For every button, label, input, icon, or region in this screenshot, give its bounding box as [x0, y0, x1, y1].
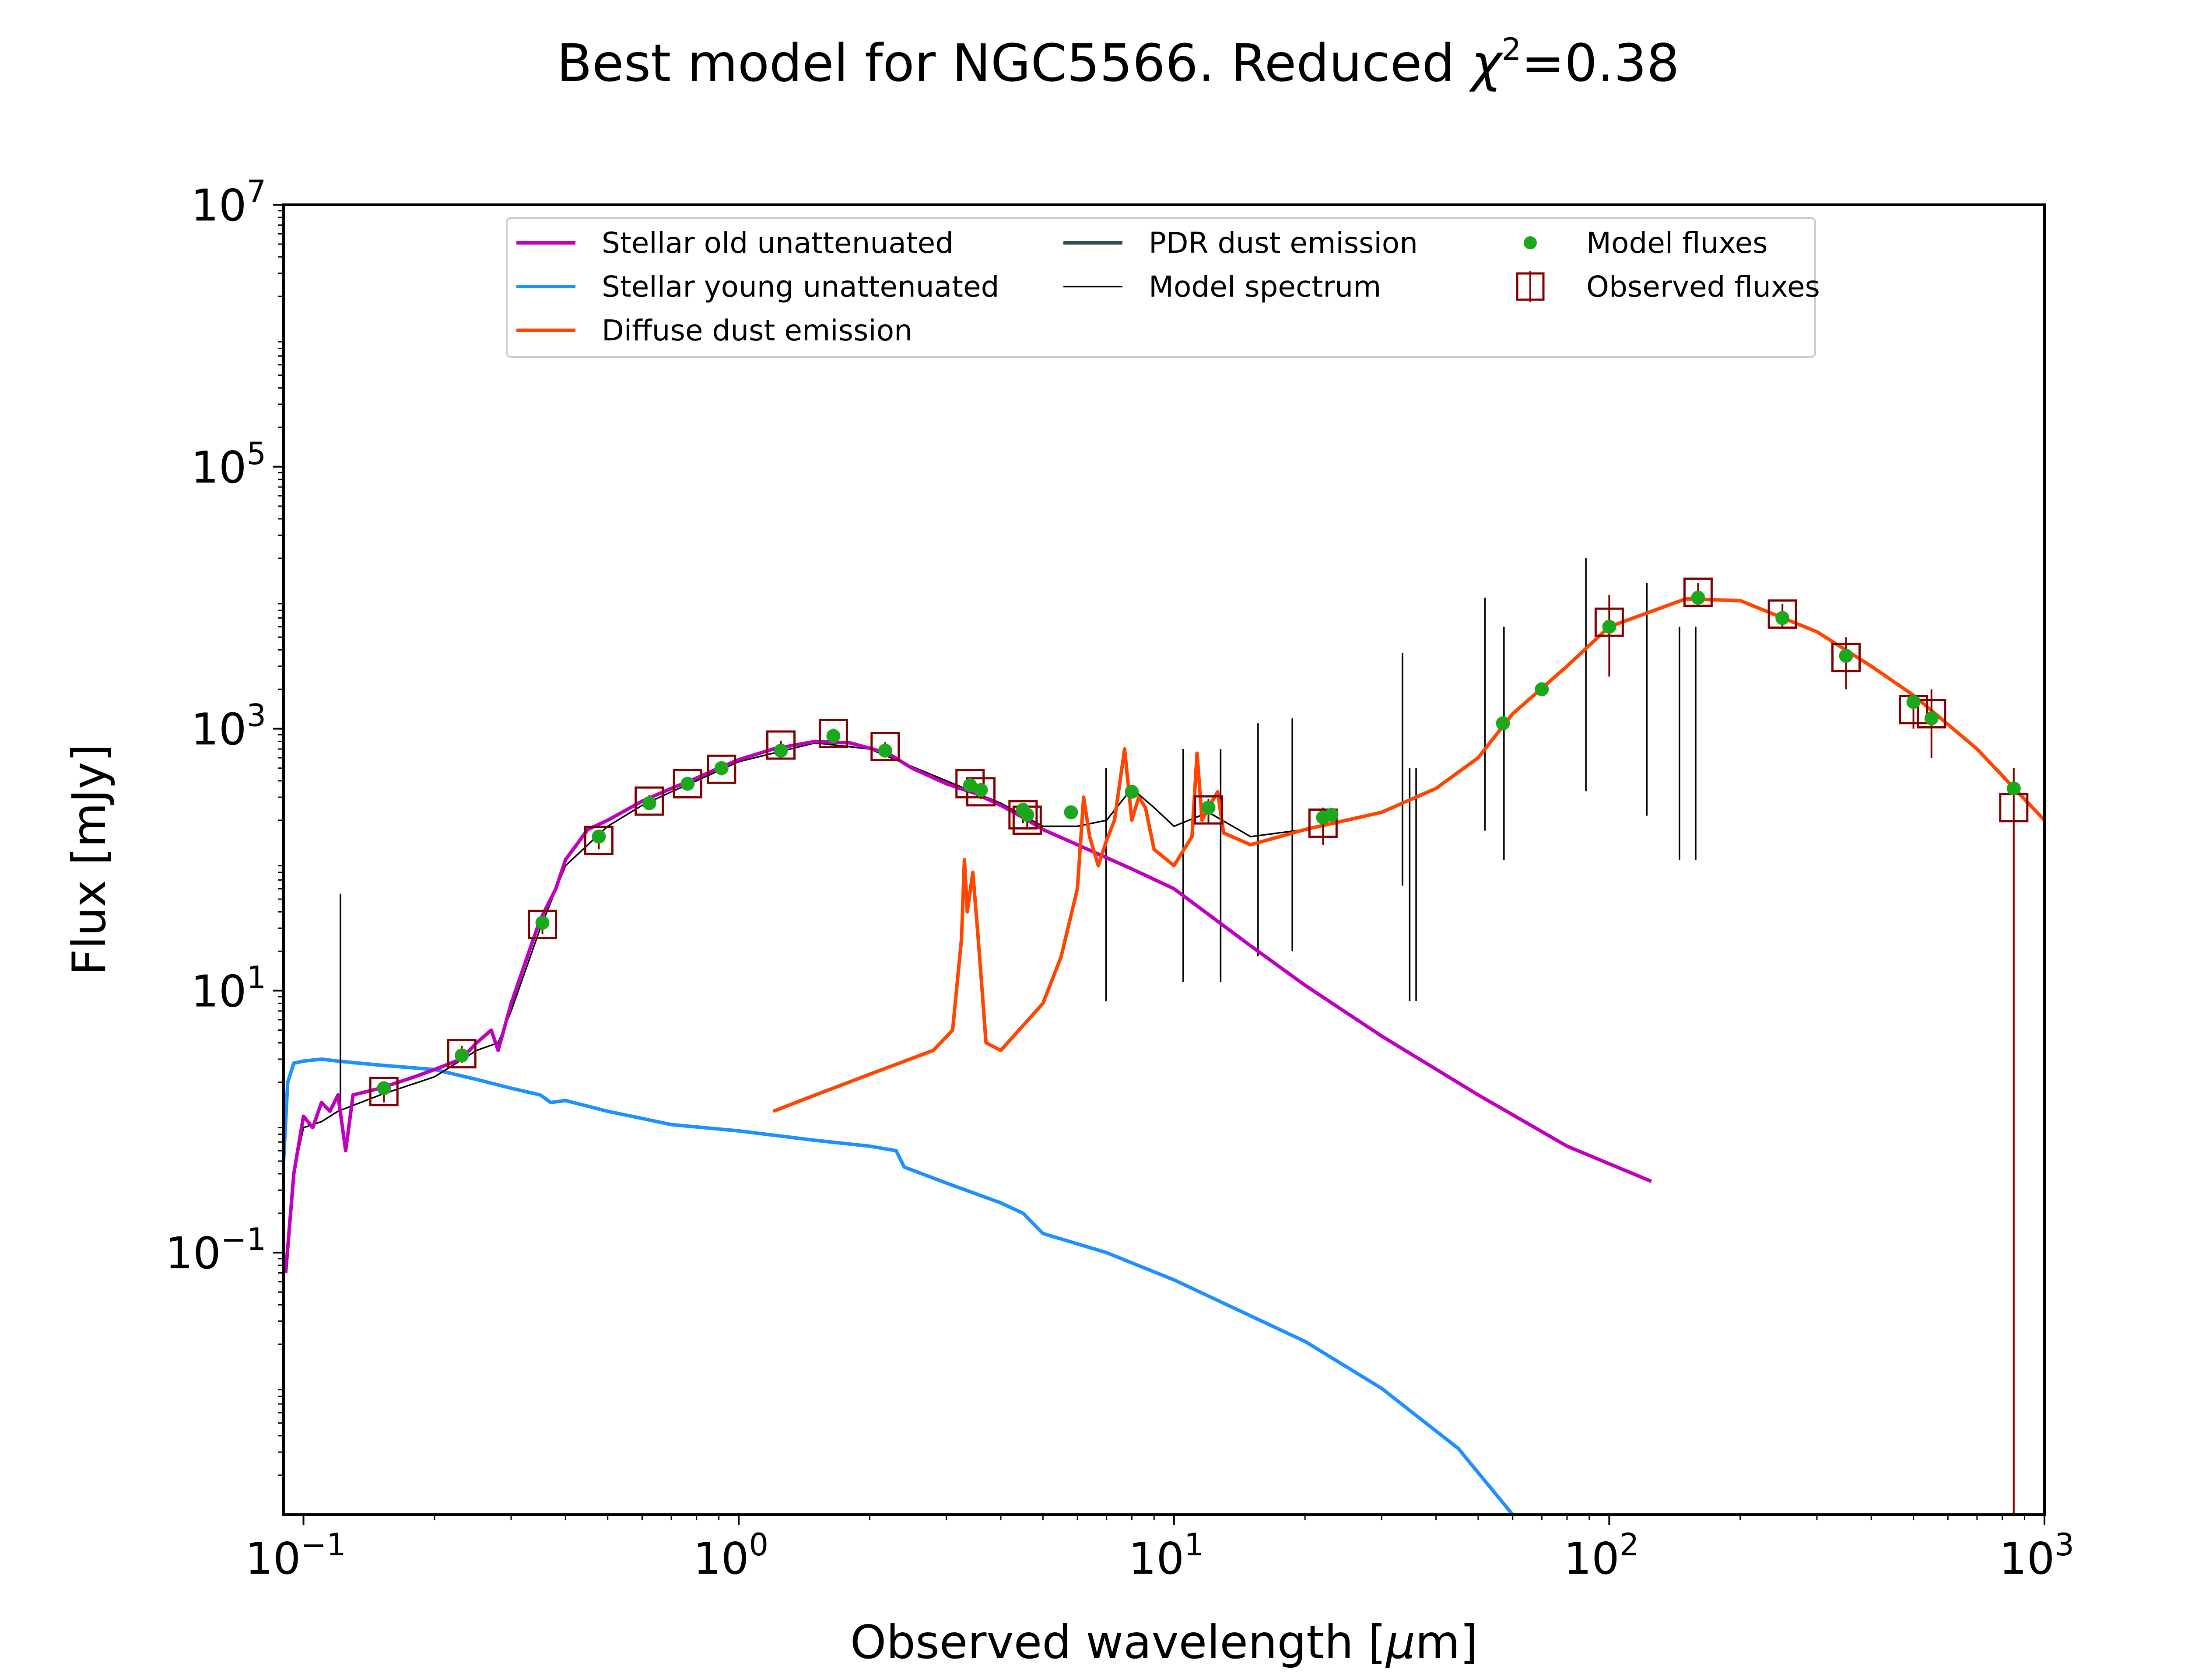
legend-label-pdr-dust-emission: PDR dust emission — [1149, 226, 1418, 260]
model-flux-point — [377, 1081, 391, 1096]
x-tick-label: 103 — [1999, 1527, 2074, 1584]
observed-flux-marker — [584, 826, 614, 855]
legend-label-model-fluxes: Model fluxes — [1586, 226, 1768, 260]
model-flux-point — [1775, 611, 1790, 625]
model-flux-point — [974, 783, 988, 797]
observed-flux-marker — [1917, 699, 1946, 728]
observed-flux-marker — [1308, 808, 1338, 838]
observed-flux-marker — [870, 732, 900, 762]
observed-flux-marker — [1594, 607, 1624, 637]
model-flux-point — [878, 743, 892, 758]
model-flux-point — [592, 830, 606, 844]
model-flux-point — [826, 729, 841, 743]
observed-flux-marker — [1194, 795, 1224, 825]
y-tick-label: 10−1 — [165, 1222, 266, 1279]
observed-flux-marker — [1767, 599, 1797, 629]
legend-box — [506, 217, 1816, 358]
x-tick-label: 101 — [1129, 1527, 1204, 1584]
observed-flux-marker — [369, 1077, 399, 1106]
legend-label-diffuse-dust-emission: Diffuse dust emission — [602, 314, 912, 347]
model-flux-point — [1924, 711, 1939, 725]
model-flux-point — [680, 777, 695, 791]
legend: Stellar old unattenuated Stellar young un… — [506, 217, 1820, 358]
model-flux-point — [642, 796, 656, 810]
observed-flux-marker — [707, 754, 736, 784]
model-flux-point — [1839, 649, 1853, 663]
observed-flux-marker — [766, 730, 796, 760]
x-tick-label: 10−1 — [245, 1527, 346, 1584]
x-tick-label: 100 — [693, 1527, 768, 1584]
y-axis-label: Flux [mJy] — [63, 744, 116, 976]
legend-swatch-model-fluxes — [1524, 236, 1537, 249]
model-flux-point — [535, 916, 550, 930]
model-flux-point — [774, 743, 788, 758]
observed-flux-marker — [528, 910, 558, 939]
legend-label-stellar-old-unattenuated: Stellar old unattenuated — [602, 226, 954, 260]
series-line-diffuse-dust-emission — [772, 597, 2044, 1113]
observed-flux-marker — [1008, 800, 1038, 830]
model-flux-point — [1602, 620, 1616, 634]
y-axis-ticks: 10−1 101 103 105 107 — [165, 174, 284, 1476]
y-tick-label: 101 — [191, 959, 266, 1017]
observed-flux-marker — [818, 718, 848, 748]
x-tick-label: 102 — [1564, 1527, 1639, 1584]
model-flux-point — [1201, 800, 1216, 815]
legend-label-stellar-young-unattenuated: Stellar young unattenuated — [602, 270, 999, 304]
model-flux-point — [1324, 808, 1339, 822]
model-flux-point — [1125, 784, 1139, 799]
series-line-stellar-young-unattenuated — [284, 1057, 1514, 1515]
observed-flux-marker — [673, 769, 702, 798]
model-flux-point — [963, 778, 977, 792]
observed-flux-marker — [1831, 643, 1861, 672]
observed-flux-marker — [447, 1039, 477, 1069]
model-flux-point — [1691, 591, 1705, 605]
model-flux-point — [2006, 781, 2021, 796]
observed-flux-marker — [1683, 578, 1713, 607]
model-flux-point — [1020, 808, 1034, 822]
model-flux-point — [1064, 805, 1078, 819]
model-flux-point — [455, 1048, 469, 1063]
x-axis-label: Observed wavelength [μm] — [850, 1616, 1478, 1669]
model-flux-point — [1906, 695, 1921, 709]
legend-label-model-spectrum: Model spectrum — [1149, 270, 1381, 304]
y-tick-label: 103 — [191, 698, 266, 755]
plot-frame — [282, 203, 2046, 1516]
y-tick-label: 105 — [191, 436, 266, 493]
data-layer — [284, 558, 2044, 1515]
chart-title: Best model for NGC5566. Reduced χ2=0.38 — [557, 32, 1680, 93]
legend-label-observed-fluxes: Observed fluxes — [1586, 270, 1820, 304]
observed-flux-marker — [966, 777, 996, 807]
model-flux-point — [1496, 716, 1510, 731]
observed-flux-marker — [635, 786, 664, 816]
model-flux-point — [714, 761, 729, 775]
y-tick-label: 107 — [191, 174, 266, 231]
model-flux-point — [1535, 682, 1549, 696]
x-axis-ticks: 10−1 100 101 102 103 — [245, 1515, 2074, 1584]
